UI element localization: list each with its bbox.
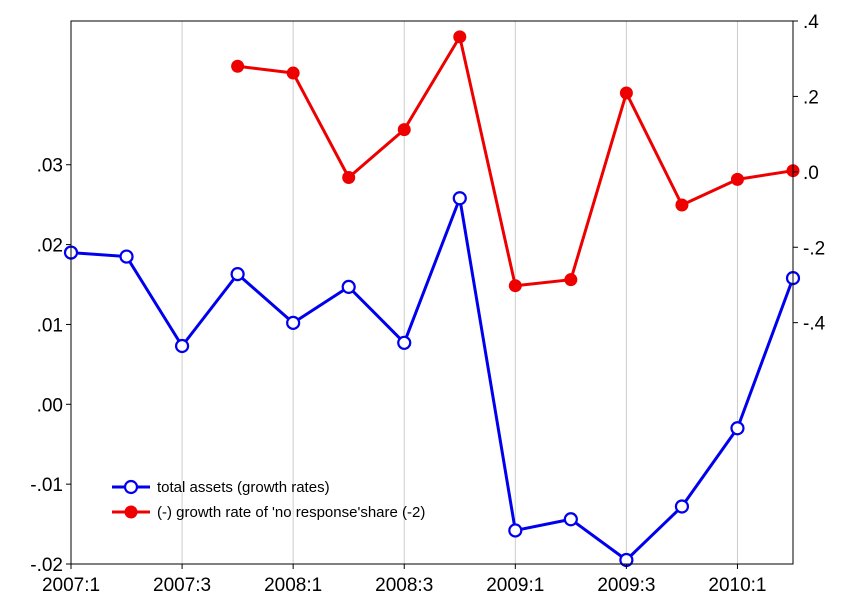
data-point-2009-1 xyxy=(508,279,522,293)
data-point-2008-4 xyxy=(453,30,467,44)
left-tick-label: -.01 xyxy=(30,475,63,496)
data-point-2009-2 xyxy=(564,273,578,287)
data-point-2008-1 xyxy=(286,315,301,330)
data-point-2007-3 xyxy=(174,338,190,354)
data-point-2009-4 xyxy=(674,499,690,514)
left-tick-label: .00 xyxy=(37,395,63,416)
data-point-2008-4 xyxy=(452,191,467,206)
right-tick-label: .0 xyxy=(803,163,819,184)
data-point-2010-1 xyxy=(730,421,745,436)
data-point-2008-3 xyxy=(397,335,412,350)
data-point-2010-1 xyxy=(730,172,744,186)
right-tick-label: -.4 xyxy=(803,314,826,335)
series-line-total-assets xyxy=(70,196,795,562)
left-tick-label: .01 xyxy=(37,315,63,336)
legend-label: total assets (growth rates) xyxy=(157,479,330,496)
data-point-2008-2 xyxy=(342,170,356,184)
legend-label: (-) growth rate of 'no response'share (-… xyxy=(157,504,425,521)
plot-frame xyxy=(70,20,794,565)
x-tick-label: 2008:1 xyxy=(264,575,322,596)
x-tick-label: 2007:1 xyxy=(42,575,100,596)
legend: total assets (growth rates) (-) growth ra… xyxy=(112,479,425,521)
left-tick-label: .02 xyxy=(37,236,63,257)
right-tick-label: -.2 xyxy=(803,238,825,259)
data-point-2009-2 xyxy=(563,512,578,527)
data-point-2008-3 xyxy=(397,123,411,137)
data-point-2007-4 xyxy=(230,267,245,282)
right-tick-label: .2 xyxy=(803,87,819,108)
axes: 2007:1 2007:3 2008:1 2008:3 2009:1 2009:3 2010… xyxy=(30,12,825,596)
x-tick-label: 2007:3 xyxy=(153,575,211,596)
data-point-2009-4 xyxy=(675,198,689,212)
x-tick-label: 2008:3 xyxy=(375,575,433,596)
x-tick-label: 2010:1 xyxy=(708,575,766,596)
data-point-2008-1 xyxy=(286,66,300,80)
legend-swatch-marker xyxy=(124,505,138,519)
plot-area xyxy=(71,21,793,564)
left-tick-label: .03 xyxy=(37,156,63,177)
left-tick-label: -.02 xyxy=(30,555,63,576)
data-point-2008-2 xyxy=(341,279,356,295)
legend-swatch-marker xyxy=(123,479,139,495)
data-point-2009-3 xyxy=(619,86,633,100)
data-point-2007-4 xyxy=(231,59,245,73)
data-point-2007-2 xyxy=(119,249,134,264)
gridlines xyxy=(181,21,738,564)
right-tick-label: .4 xyxy=(803,12,819,33)
x-tick-label: 2009:3 xyxy=(597,575,655,596)
data-point-2009-1 xyxy=(508,523,523,538)
x-tick-label: 2009:1 xyxy=(486,575,544,596)
